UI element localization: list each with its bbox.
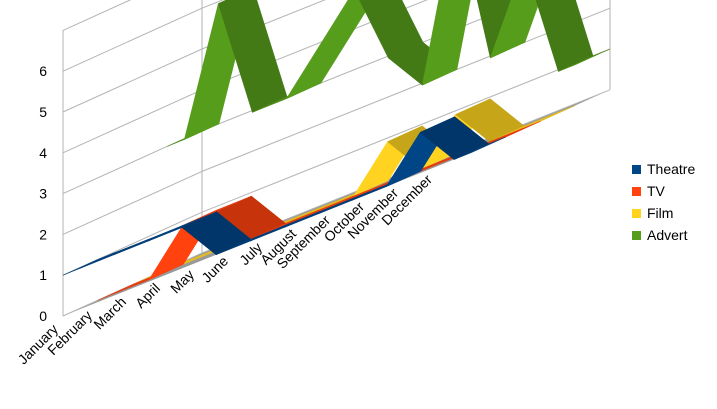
back-wall-gridline [201, 48, 611, 213]
series-segment [319, 0, 374, 45]
series-segment [421, 0, 471, 86]
series-segment [453, 136, 506, 160]
legend-swatch [632, 231, 641, 240]
series-advert [167, 0, 611, 147]
y-tick-label: 0 [39, 308, 47, 324]
chart-ribbons [62, 0, 611, 301]
side-wall-gridline [62, 7, 203, 72]
legend-swatch [632, 187, 641, 196]
y-tick-label: 2 [39, 226, 47, 242]
legend-item-film: Film [632, 205, 673, 221]
legend-swatch [632, 209, 641, 218]
series-segment [285, 28, 356, 100]
legend-label: Advert [647, 227, 688, 243]
side-wall-gridline [62, 170, 203, 235]
legend: Theatre TV Film Advert [632, 161, 695, 243]
series-segment [489, 0, 541, 59]
y-tick-label: 4 [39, 145, 47, 161]
x-tick-label: March [90, 294, 129, 333]
legend-item-tv: TV [632, 183, 666, 199]
legend-item-advert: Advert [632, 227, 688, 243]
legend-label: Film [647, 205, 673, 221]
side-wall-gridline [62, 48, 203, 113]
back-wall-gridline [201, 0, 326, 50]
side-wall-gridline [62, 0, 132, 31]
legend-label: TV [647, 183, 666, 199]
y-tick-label: 3 [39, 186, 47, 202]
legend-swatch [632, 165, 641, 174]
back-wall-gridline [201, 7, 611, 172]
legend-label: Theatre [647, 161, 695, 177]
series-theatre [62, 116, 506, 276]
y-tick-label: 1 [39, 267, 47, 283]
series-segment [558, 48, 611, 72]
y-tick-label: 5 [39, 104, 47, 120]
side-wall-gridline [62, 89, 203, 154]
legend-item-theatre: Theatre [632, 161, 695, 177]
y-tick-label: 6 [39, 63, 47, 79]
